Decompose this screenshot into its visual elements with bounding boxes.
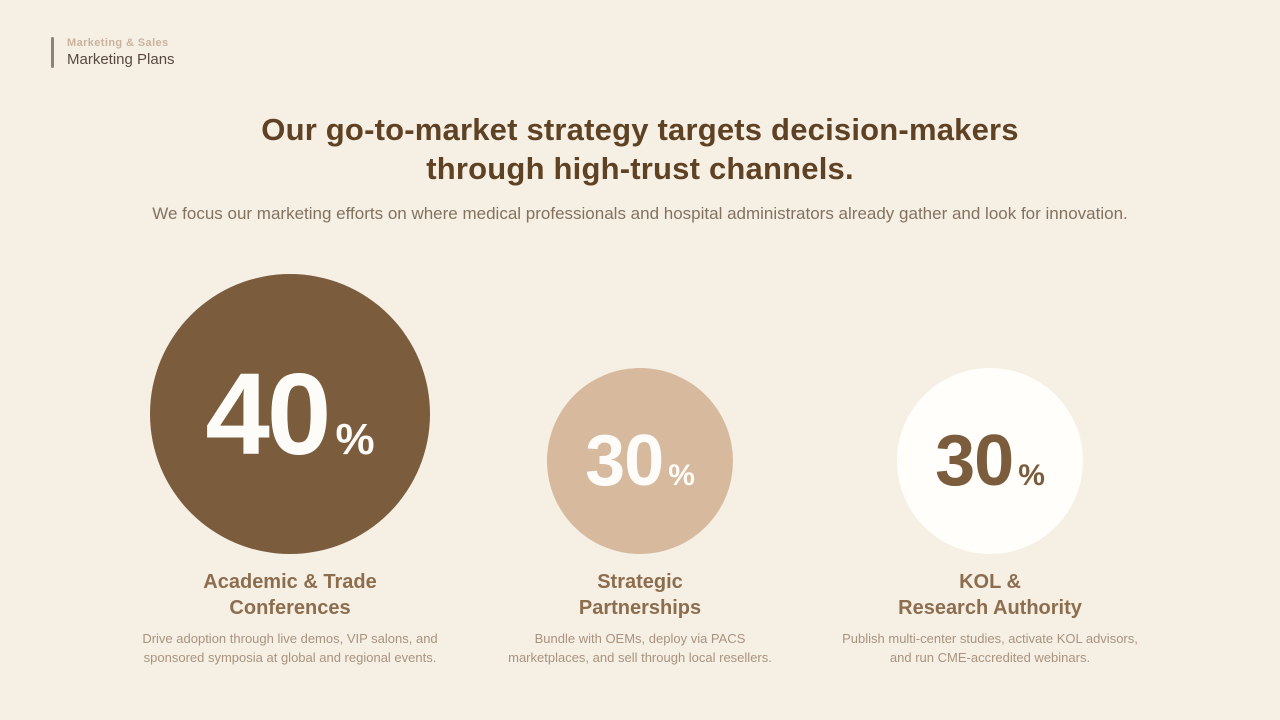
circle-wrap: 40 %: [115, 274, 465, 554]
stat-heading: Strategic Partnerships: [465, 569, 815, 621]
stat-heading-line-1: Strategic: [597, 571, 683, 593]
stat-description-line-1: Drive adoption through live demos, VIP s…: [142, 631, 438, 646]
percent-sign: %: [1018, 459, 1045, 492]
stat-description: Publish multi-center studies, activate K…: [815, 629, 1165, 667]
stat-description: Drive adoption through live demos, VIP s…: [115, 629, 465, 667]
stat-heading-line-1: KOL &: [959, 571, 1021, 593]
slide-title-line-2: through high-trust channels.: [426, 151, 854, 186]
header-accent-bar: [51, 37, 54, 68]
stat-circle-conferences: 40 %: [150, 274, 430, 554]
slide-subtitle: We focus our marketing efforts on where …: [152, 204, 1128, 223]
stat-number: 30: [935, 421, 1014, 501]
stat-column-partnerships: 30 % Strategic Partnerships Bundle with …: [465, 274, 815, 667]
stat-heading: Academic & Trade Conferences: [115, 569, 465, 621]
stat-description: Bundle with OEMs, deploy via PACS market…: [465, 629, 815, 667]
stat-heading-line-2: Research Authority: [898, 597, 1082, 619]
section-eyebrow: Marketing & Sales: [67, 37, 169, 49]
stat-value: 40 %: [205, 347, 374, 481]
stat-description-line-2: marketplaces, and sell through local res…: [508, 650, 772, 665]
stat-description-line-1: Bundle with OEMs, deploy via PACS: [534, 631, 746, 646]
stat-number: 30: [585, 421, 664, 501]
stat-circle-kol-research: 30 %: [897, 368, 1083, 554]
stat-description-line-2: sponsored symposia at global and regiona…: [143, 650, 437, 665]
circle-wrap: 30 %: [465, 274, 815, 554]
stats-row: 40 % Academic & Trade Conferences Drive …: [0, 274, 1280, 667]
stat-heading-line-1: Academic & Trade: [203, 571, 377, 593]
section-title: Marketing Plans: [67, 51, 175, 68]
stat-value: 30 %: [935, 420, 1045, 502]
circle-wrap: 30 %: [815, 274, 1165, 554]
stat-number: 40: [205, 349, 331, 479]
slide-title-line-1: Our go-to-market strategy targets decisi…: [261, 112, 1019, 147]
percent-sign: %: [335, 415, 375, 464]
stat-circle-partnerships: 30 %: [547, 368, 733, 554]
stat-description-line-2: and run CME-accredited webinars.: [889, 650, 1091, 665]
stat-description-line-1: Publish multi-center studies, activate K…: [842, 631, 1138, 646]
percent-sign: %: [668, 459, 695, 492]
slide-header: Marketing & Sales Marketing Plans: [51, 37, 175, 68]
stat-value: 30 %: [585, 420, 695, 502]
slide-title: Our go-to-market strategy targets decisi…: [0, 110, 1280, 188]
stat-heading-line-2: Conferences: [229, 597, 351, 619]
stat-column-kol-research: 30 % KOL & Research Authority Publish mu…: [815, 274, 1165, 667]
stat-heading-line-2: Partnerships: [578, 597, 702, 619]
stat-heading: KOL & Research Authority: [815, 569, 1165, 621]
stat-column-conferences: 40 % Academic & Trade Conferences Drive …: [115, 274, 465, 667]
header-text: Marketing & Sales Marketing Plans: [67, 37, 175, 68]
